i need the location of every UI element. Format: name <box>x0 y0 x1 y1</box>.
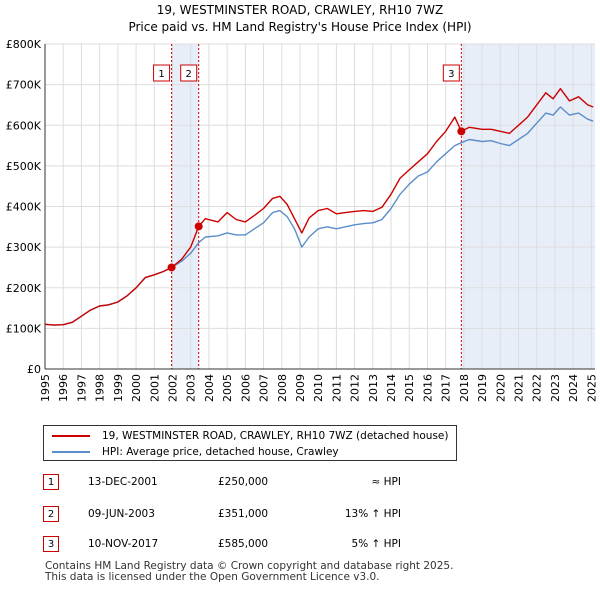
sale-hpi-comparison: 13% ↑ HPI <box>344 508 401 520</box>
price-chart: 19, WESTMINSTER ROAD, CRAWLEY, RH10 7WZ … <box>6 3 599 402</box>
legend: 19, WESTMINSTER ROAD, CRAWLEY, RH10 7WZ … <box>43 425 457 461</box>
sale-price: £585,000 <box>218 538 269 550</box>
sale-point <box>167 263 176 272</box>
chart-title: 19, WESTMINSTER ROAD, CRAWLEY, RH10 7WZ <box>157 3 444 17</box>
x-tick-label: 1998 <box>94 374 107 402</box>
x-tick-label: 2023 <box>549 374 562 402</box>
x-tick-label: 2014 <box>385 374 398 402</box>
sale-hpi-comparison: ≈ HPI <box>371 476 401 488</box>
sale-label-box <box>180 64 198 82</box>
sale-label-text: 1 <box>158 69 164 80</box>
y-tick-label: £500K <box>6 160 42 173</box>
x-tick-label: 2017 <box>440 374 453 402</box>
x-tick-label: 2010 <box>312 374 325 402</box>
x-tick-label: 2025 <box>585 374 598 402</box>
x-tick-label: 2011 <box>330 374 343 402</box>
legend-swatch-hpi <box>52 451 90 453</box>
sale-label-box <box>153 64 171 82</box>
x-tick-label: 2001 <box>148 374 161 402</box>
sale-price: £250,000 <box>218 476 269 488</box>
x-tick-label: 1995 <box>39 374 52 402</box>
footer-licence: This data is licensed under the Open Gov… <box>45 571 380 583</box>
x-tick-label: 2007 <box>258 374 271 402</box>
y-tick-label: £200K <box>6 282 42 295</box>
legend-item-hpi: HPI: Average price, detached house, Craw… <box>52 444 339 460</box>
x-tick-label: 2020 <box>494 374 507 402</box>
y-tick-label: £300K <box>6 241 42 254</box>
sale-date: 10-NOV-2017 <box>88 538 159 550</box>
footer-copyright: Contains HM Land Registry data © Crown c… <box>45 560 454 572</box>
x-tick-label: 1996 <box>57 374 70 402</box>
x-tick-label: 2012 <box>349 374 362 402</box>
x-tick-label: 2016 <box>421 374 434 402</box>
x-tick-label: 2024 <box>567 374 580 402</box>
sale-date: 09-JUN-2003 <box>88 508 155 520</box>
sale-label-text: 2 <box>186 69 192 80</box>
footer: Contains HM Land Registry data © Crown c… <box>45 561 453 583</box>
sale-badge: 1 <box>43 474 59 490</box>
x-tick-label: 2015 <box>403 374 416 402</box>
x-tick-label: 2000 <box>130 374 143 402</box>
x-tick-label: 2009 <box>294 374 307 402</box>
sale-label-text: 3 <box>448 69 454 80</box>
sale-hpi-comparison: 5% ↑ HPI <box>351 538 401 550</box>
legend-label-hpi: HPI: Average price, detached house, Craw… <box>102 446 339 458</box>
x-tick-label: 2013 <box>367 374 380 402</box>
x-tick-label: 2022 <box>531 374 544 402</box>
x-tick-label: 2018 <box>458 374 471 402</box>
x-tick-label: 1997 <box>75 374 88 402</box>
y-tick-label: £800K <box>6 38 42 51</box>
legend-swatch-property <box>52 435 90 437</box>
x-tick-label: 2008 <box>276 374 289 402</box>
y-tick-label: £400K <box>6 201 42 214</box>
x-tick-label: 2021 <box>513 374 526 402</box>
sale-badge: 3 <box>43 536 59 552</box>
sale-point <box>194 222 203 231</box>
chart-subtitle: Price paid vs. HM Land Registry's House … <box>128 20 471 34</box>
sale-price: £351,000 <box>218 508 269 520</box>
x-tick-label: 1999 <box>112 374 125 402</box>
x-tick-label: 2019 <box>476 374 489 402</box>
x-tick-label: 2003 <box>185 374 198 402</box>
sale-date: 13-DEC-2001 <box>88 476 158 488</box>
x-tick-label: 2005 <box>221 374 234 402</box>
sale-badge: 2 <box>43 506 59 522</box>
legend-item-property: 19, WESTMINSTER ROAD, CRAWLEY, RH10 7WZ … <box>52 428 448 444</box>
x-tick-label: 2004 <box>203 374 216 402</box>
y-tick-label: £600K <box>6 119 42 132</box>
sale-label-box <box>442 64 460 82</box>
property-price-line <box>44 87 594 326</box>
y-tick-label: £0 <box>27 363 41 376</box>
y-tick-label: £100K <box>6 322 42 335</box>
legend-label-property: 19, WESTMINSTER ROAD, CRAWLEY, RH10 7WZ … <box>102 430 449 442</box>
sale-point <box>457 127 466 136</box>
x-tick-label: 2002 <box>166 374 179 402</box>
y-tick-label: £700K <box>6 79 42 92</box>
x-tick-label: 2006 <box>239 374 252 402</box>
